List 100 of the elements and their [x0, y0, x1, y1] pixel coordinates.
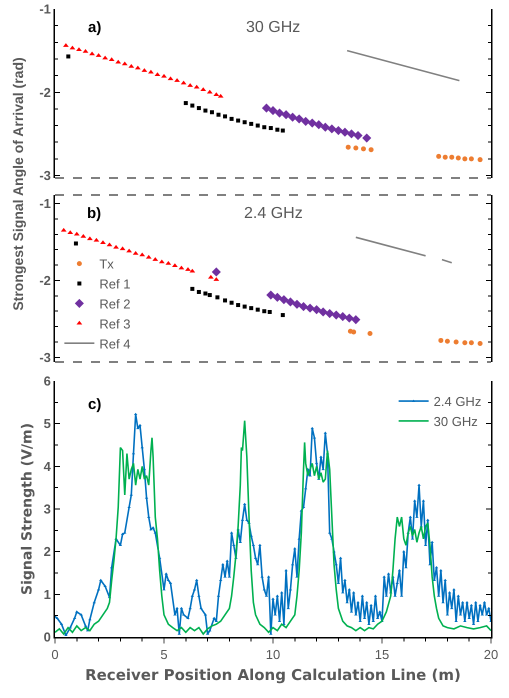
point [468, 340, 474, 346]
point [266, 290, 276, 300]
point [444, 338, 450, 344]
point [223, 298, 228, 302]
point [230, 116, 234, 121]
point [318, 307, 328, 317]
point [223, 114, 228, 118]
x-tick-label: 10 [266, 647, 280, 662]
point [203, 108, 208, 113]
point [478, 157, 483, 162]
x-tick-label: 20 [484, 647, 498, 662]
point [215, 295, 220, 300]
point [242, 120, 247, 124]
point [320, 122, 330, 132]
point [436, 154, 442, 159]
point [362, 133, 372, 143]
point [210, 110, 214, 114]
legend-label: Ref 1 [99, 276, 130, 292]
point [351, 329, 356, 334]
point [301, 116, 310, 126]
point [286, 297, 295, 307]
legend-label: 30 GHz [434, 414, 478, 430]
point [298, 302, 308, 312]
point [76, 47, 82, 52]
annotation: 2.4 GHz [244, 205, 303, 222]
point [478, 341, 483, 346]
point [120, 246, 126, 250]
point [340, 128, 350, 137]
point [272, 292, 282, 302]
point [353, 146, 358, 151]
point [268, 126, 273, 130]
point [168, 76, 174, 80]
point [332, 310, 341, 320]
point [242, 304, 247, 309]
point [262, 104, 272, 113]
point [66, 54, 70, 58]
point [268, 106, 278, 116]
y-tick-label: 1 [44, 586, 51, 602]
y-tick-label: 5 [44, 416, 51, 432]
y-tick-label: -1 [39, 196, 51, 212]
y-tick-label: 4 [44, 458, 52, 474]
annotation: 30 GHz [246, 19, 300, 36]
point [74, 241, 78, 246]
point [249, 122, 254, 126]
point [249, 306, 254, 310]
y-axis-title: Signal Strength (V/m) [20, 422, 36, 596]
point [353, 130, 363, 140]
point [280, 313, 285, 318]
point [172, 263, 178, 268]
point [274, 108, 284, 118]
point [256, 308, 260, 312]
annotation: a) [88, 19, 102, 36]
point [288, 112, 298, 122]
point [282, 110, 291, 120]
y-tick-label: -3 [39, 350, 51, 365]
point [196, 106, 201, 110]
point [230, 300, 234, 305]
point [314, 120, 324, 130]
point [275, 128, 280, 132]
point [236, 303, 240, 308]
point [190, 104, 194, 108]
point [308, 118, 317, 128]
point [346, 129, 356, 138]
annotation: c) [88, 396, 102, 413]
y-axis-title: Strongest Signal Angle of Arrival (rad) [10, 57, 26, 311]
point [368, 331, 373, 336]
point [184, 101, 188, 106]
point [280, 128, 285, 133]
x-tick-label: 5 [160, 647, 168, 662]
legend-label: Tx [99, 256, 114, 272]
point [113, 244, 119, 249]
point [454, 339, 459, 344]
point [346, 144, 351, 150]
point [208, 293, 212, 298]
point [256, 124, 260, 128]
point [442, 154, 448, 160]
legend-label: 2.4 GHz [434, 394, 482, 410]
point [438, 338, 444, 343]
point [456, 156, 461, 161]
point [334, 126, 343, 136]
legend-label: Ref 3 [99, 316, 130, 332]
point [360, 146, 366, 152]
y-tick-label: -2 [39, 84, 51, 100]
point [279, 295, 288, 304]
y-tick-label: 3 [44, 502, 51, 517]
point [327, 124, 336, 134]
x-axis-title: Receiver Position Along Calculation Line (m) [85, 666, 461, 684]
point [216, 112, 220, 117]
y-tick-label: -2 [39, 272, 51, 288]
y-tick-label: -3 [39, 168, 51, 184]
legend-label: Ref 2 [99, 296, 130, 312]
point [294, 114, 304, 124]
point [212, 267, 221, 277]
point [262, 125, 266, 130]
y-tick-label: -1 [39, 2, 51, 17]
point [351, 315, 360, 324]
y-tick-label: 6 [44, 374, 51, 389]
y-tick-label: 2 [44, 544, 51, 560]
point [154, 72, 160, 76]
point [462, 340, 468, 346]
